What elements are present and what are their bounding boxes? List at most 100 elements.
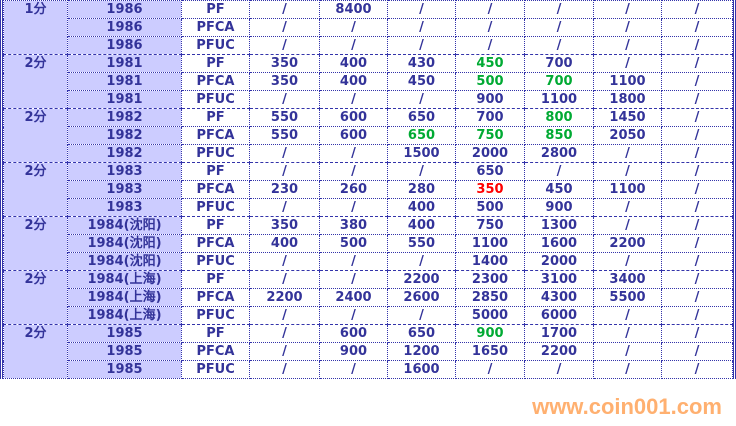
table-row: 2分 1984(沈阳) PF 350 380 400 750 1300//	[3, 216, 733, 271]
price-cell: 380	[319, 216, 388, 235]
table-row: 2分 1984(上海) PF //2200 2300 3100 3400/	[3, 270, 733, 325]
price-cell: /	[661, 144, 733, 163]
price-cell: 1300	[524, 216, 594, 235]
price-cell: 1600	[387, 360, 456, 379]
price-cell: /	[319, 18, 388, 37]
price-cell: 230	[249, 180, 320, 199]
price-cell: /	[593, 324, 662, 343]
price-cell: 1100	[524, 90, 594, 109]
price-cell: 450	[387, 72, 456, 91]
table-row: 1984(上海) PFCA 2200 2400 2600 2850 4300 5500/	[4, 288, 733, 307]
year-cell: 1985	[67, 342, 182, 361]
year-cell: 1984(沈阳)	[67, 234, 182, 253]
price-cell: 2600	[387, 288, 456, 307]
price-cell: /	[524, 18, 594, 37]
price-cell: /	[387, 162, 456, 181]
price-cell: /	[319, 162, 388, 181]
price-cell: 1100	[593, 180, 662, 199]
price-cell: /	[319, 36, 388, 55]
price-cell: /	[319, 144, 388, 163]
price-cell: 900	[319, 342, 388, 361]
year-cell: 1983	[67, 162, 182, 181]
price-cell: /	[387, 36, 456, 55]
price-cell: /	[661, 198, 733, 217]
type-cell: PFUC	[181, 90, 250, 109]
price-cell: 1600	[524, 234, 594, 253]
type-cell: PFUC	[181, 144, 250, 163]
price-cell: 500	[455, 198, 525, 217]
price-cell: /	[387, 0, 456, 19]
year-cell: 1984(沈阳)	[67, 252, 182, 271]
price-cell: /	[661, 234, 733, 253]
watermark: www.coin001.com	[532, 394, 722, 419]
type-cell: PFCA	[181, 342, 250, 361]
type-cell: PF	[181, 0, 250, 19]
price-cell: /	[593, 216, 662, 235]
price-cell: 2000	[524, 252, 594, 271]
table-row: 1983 PFCA 230 260 280 350 450 1100/	[4, 180, 733, 199]
price-cell: 700	[455, 108, 525, 127]
price-cell: 900	[455, 324, 525, 343]
price-cell: 2300	[455, 270, 525, 289]
price-cell: 1450	[593, 108, 662, 127]
price-cell: /	[319, 270, 388, 289]
table-row: 2分 1982 PF 550 600 650 700 800 1450/	[3, 108, 733, 163]
price-cell: /	[661, 108, 733, 127]
price-cell: 2850	[455, 288, 525, 307]
price-cell: /	[661, 306, 733, 325]
price-cell: 600	[319, 126, 388, 145]
price-cell: 900	[455, 90, 525, 109]
price-cell: /	[593, 18, 662, 37]
price-cell: /	[319, 198, 388, 217]
price-cell: 350	[249, 216, 320, 235]
denomination-cell: 2分	[3, 270, 68, 325]
price-cell: /	[455, 0, 525, 19]
type-cell: PFUC	[181, 36, 250, 55]
table-row: 1982 PFCA 550 600 650 750 850 2050/	[4, 126, 733, 145]
price-cell: 500	[319, 234, 388, 253]
price-cell: 700	[524, 54, 594, 73]
price-cell: /	[249, 0, 320, 19]
price-cell: 260	[319, 180, 388, 199]
price-cell: /	[249, 342, 320, 361]
type-cell: PFUC	[181, 306, 250, 325]
price-cell: /	[455, 360, 525, 379]
price-cell: 1700	[524, 324, 594, 343]
price-cell: /	[524, 0, 594, 19]
type-cell: PFUC	[181, 198, 250, 217]
year-cell: 1985	[67, 324, 182, 343]
type-cell: PF	[181, 324, 250, 343]
price-cell: /	[661, 288, 733, 307]
price-cell: /	[249, 306, 320, 325]
price-cell: 750	[455, 216, 525, 235]
price-cell: /	[455, 18, 525, 37]
denomination-cell: 2分	[3, 54, 68, 109]
type-cell: PF	[181, 270, 250, 289]
price-cell: /	[249, 198, 320, 217]
price-cell: /	[593, 144, 662, 163]
year-cell: 1984(上海)	[67, 288, 182, 307]
price-cell: /	[661, 162, 733, 181]
price-cell: 400	[319, 72, 388, 91]
table-row: 2分 1983 PF / //650// /	[3, 162, 733, 217]
price-cell: /	[661, 0, 733, 19]
price-cell: /	[524, 162, 594, 181]
table-row: 2分 1981 PF 350 400 430 450 700//	[3, 54, 733, 109]
price-cell: /	[593, 36, 662, 55]
price-cell: /	[387, 18, 456, 37]
price-cell: /	[524, 360, 594, 379]
table-row: 1982 PFUC //1500 2000 2800//	[4, 144, 733, 163]
price-cell: /	[524, 36, 594, 55]
type-cell: PF	[181, 216, 250, 235]
price-cell: /	[249, 18, 320, 37]
denomination-cell: 2分	[3, 162, 68, 217]
price-cell: 400	[387, 216, 456, 235]
price-cell: /	[249, 90, 320, 109]
price-cell: /	[319, 252, 388, 271]
price-cell: 450	[455, 54, 525, 73]
price-cell: 650	[387, 108, 456, 127]
price-cell: /	[593, 342, 662, 361]
table-row: 1986 PFUC / / / / / / /	[4, 36, 733, 55]
price-cell: /	[249, 144, 320, 163]
type-cell: PFCA	[181, 126, 250, 145]
